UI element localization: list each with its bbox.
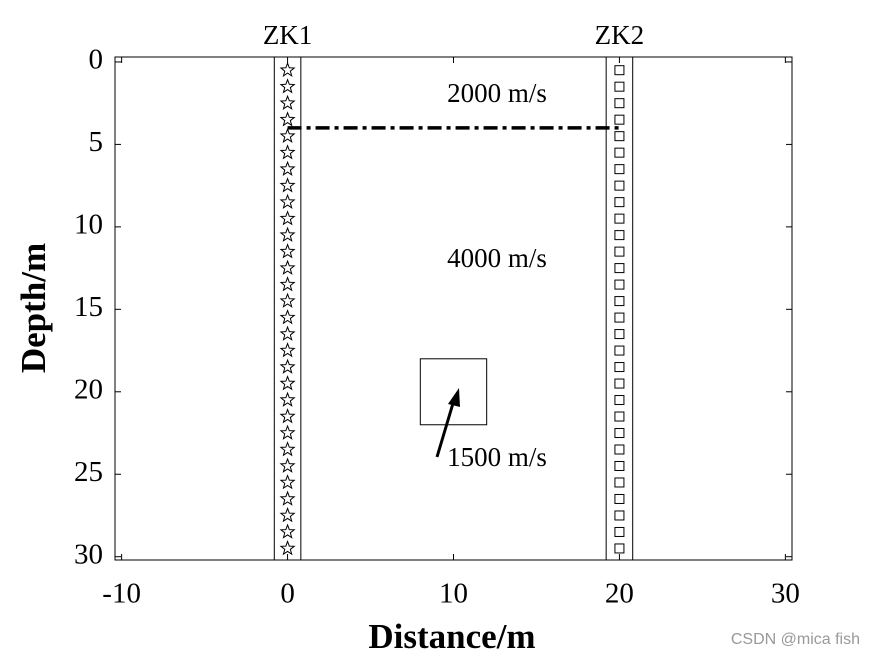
velocity-label: 2000 m/s	[447, 78, 547, 108]
x-axis-label: Distance/m	[368, 617, 535, 656]
well-label: ZK1	[263, 20, 313, 50]
y-tick-label: 30	[74, 538, 103, 570]
square-marker	[614, 65, 625, 76]
star-marker	[279, 160, 296, 176]
anomaly-box	[419, 358, 488, 426]
square-marker	[614, 345, 625, 356]
star-marker	[279, 193, 296, 209]
square-marker	[614, 543, 625, 554]
star-marker	[279, 243, 296, 259]
arrow-head	[448, 388, 460, 407]
square-marker	[614, 279, 625, 290]
square-marker	[614, 98, 625, 109]
square-marker	[614, 114, 625, 125]
square-marker	[614, 180, 625, 191]
velocity-label: 1500 m/s	[447, 442, 547, 472]
star-marker	[279, 375, 296, 391]
y-tick-label: 0	[89, 44, 104, 76]
star-marker	[279, 210, 296, 226]
star-marker	[279, 226, 296, 242]
square-marker	[614, 444, 625, 455]
star-marker	[279, 111, 296, 127]
star-marker	[279, 424, 296, 440]
square-marker	[614, 230, 625, 241]
velocity-label: 4000 m/s	[447, 243, 547, 273]
star-marker	[279, 523, 296, 539]
star-marker	[279, 78, 296, 94]
square-marker	[614, 460, 625, 471]
square-marker	[614, 312, 625, 323]
star-marker	[279, 309, 296, 325]
star-marker	[279, 342, 296, 358]
square-marker	[614, 263, 625, 274]
star-marker	[279, 408, 296, 424]
y-tick-label: 5	[89, 126, 104, 158]
star-marker	[279, 457, 296, 473]
star-marker	[279, 358, 296, 374]
borehole	[605, 56, 634, 561]
borehole	[273, 56, 302, 561]
star-marker	[279, 325, 296, 341]
y-axis-label: Depth/m	[14, 243, 53, 373]
star-marker	[279, 127, 296, 143]
square-marker	[614, 329, 625, 340]
square-marker	[614, 526, 625, 537]
square-marker	[614, 378, 625, 389]
y-tick-label: 20	[74, 373, 103, 405]
x-tick-label: -10	[102, 578, 141, 610]
x-tick-label: 20	[605, 578, 634, 610]
star-marker	[279, 474, 296, 490]
square-marker	[614, 428, 625, 439]
square-marker	[614, 296, 625, 307]
star-marker	[279, 144, 296, 160]
star-marker	[279, 391, 296, 407]
square-marker	[614, 81, 625, 92]
arrow-shaft	[435, 399, 456, 458]
star-marker	[279, 507, 296, 523]
star-marker	[279, 540, 296, 556]
star-marker	[279, 177, 296, 193]
star-marker	[279, 490, 296, 506]
star-marker	[279, 441, 296, 457]
square-marker	[614, 477, 625, 488]
watermark: CSDN @mica fish	[731, 631, 860, 648]
square-marker	[614, 197, 625, 208]
x-tick-label: 10	[439, 578, 468, 610]
square-marker	[614, 411, 625, 422]
star-marker	[279, 94, 296, 110]
x-tick-label: 30	[771, 578, 800, 610]
y-tick-label: 25	[74, 456, 103, 488]
square-marker	[614, 246, 625, 257]
star-marker	[279, 276, 296, 292]
square-marker	[614, 362, 625, 373]
star-marker	[279, 259, 296, 275]
square-marker	[614, 147, 625, 158]
y-tick-label: 10	[74, 209, 103, 241]
star-marker	[279, 61, 296, 78]
y-tick-label: 15	[74, 291, 103, 323]
well-label: ZK2	[595, 20, 645, 50]
star-marker	[279, 292, 296, 308]
x-tick-label: 0	[280, 578, 295, 610]
square-marker	[614, 164, 625, 175]
square-marker	[614, 131, 625, 142]
square-marker	[614, 395, 625, 406]
square-marker	[614, 510, 625, 521]
plot-box	[114, 56, 793, 561]
square-marker	[614, 213, 625, 224]
square-marker	[614, 493, 625, 504]
